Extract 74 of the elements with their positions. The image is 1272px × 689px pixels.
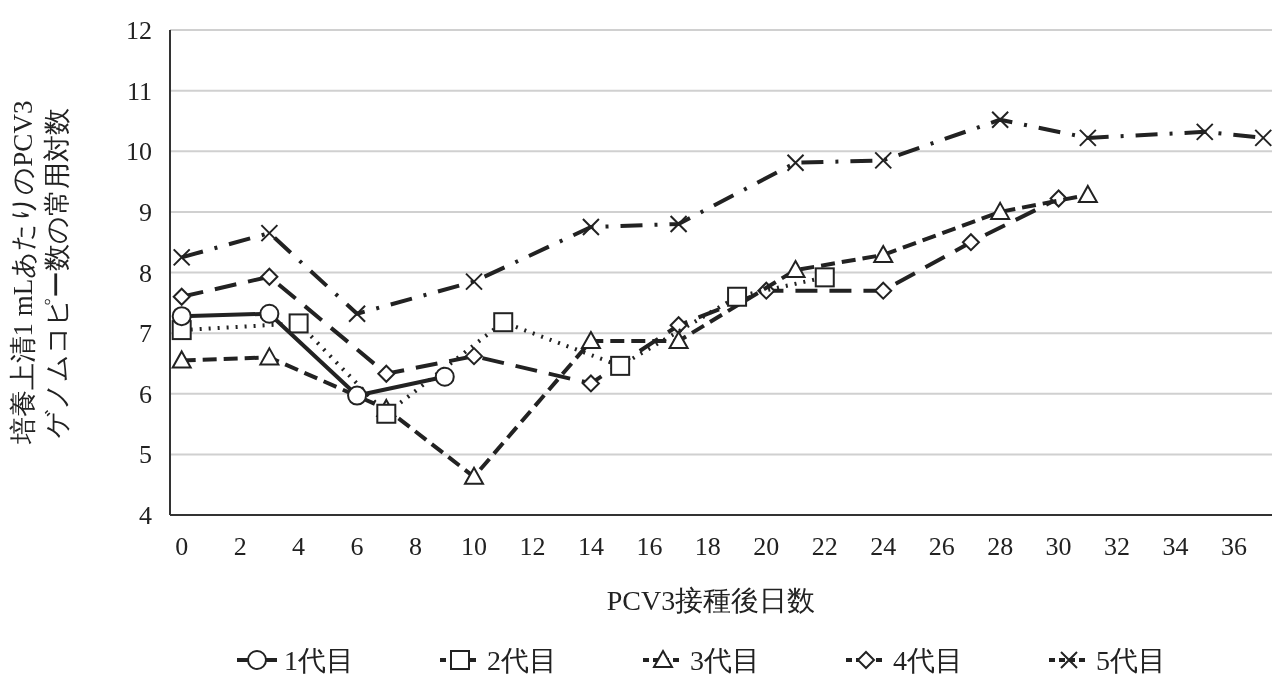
x-tick-label: 36	[1221, 532, 1247, 561]
x-tick-label: 26	[928, 532, 955, 561]
x-tick-label: 32	[1104, 532, 1131, 561]
y-tick-label: 7	[139, 319, 152, 349]
point	[171, 306, 192, 327]
point	[171, 350, 192, 369]
point	[1077, 184, 1098, 203]
point	[259, 303, 280, 324]
point	[727, 286, 748, 307]
point	[785, 260, 806, 279]
point	[464, 466, 484, 485]
legend-label: 3代目	[690, 645, 760, 676]
point	[873, 244, 894, 263]
point	[581, 218, 600, 237]
point	[377, 364, 396, 383]
point	[465, 272, 483, 291]
y-tick-label: 6	[139, 379, 152, 409]
point	[668, 331, 689, 350]
x-tick-label: 18	[694, 532, 721, 561]
y-tick-label: 8	[139, 258, 152, 288]
x-tick-label: 14	[577, 532, 604, 561]
legend-label: 2代目	[487, 645, 557, 676]
point	[669, 316, 688, 335]
point	[1078, 128, 1097, 147]
point	[581, 374, 600, 393]
legend-label: 1代目	[284, 645, 354, 676]
x-tick-label: 10	[461, 532, 487, 561]
point	[348, 304, 367, 323]
x-tick-label: 30	[1045, 532, 1072, 561]
y-tick-label: 11	[126, 76, 152, 106]
y-tick-label: 5	[139, 440, 152, 470]
x-tick-label: 34	[1162, 532, 1189, 561]
point	[493, 312, 514, 333]
point	[434, 366, 455, 387]
x-tick-label: 24	[870, 532, 897, 561]
y-tick-label: 9	[139, 197, 152, 227]
point	[786, 153, 805, 172]
point	[814, 267, 835, 288]
point	[465, 347, 483, 366]
x-tick-label: 8	[409, 532, 423, 561]
x-axis-title: PCV3接種後日数	[606, 585, 816, 616]
point	[260, 267, 279, 286]
y-tick-label: 4	[139, 501, 152, 530]
point	[874, 151, 893, 170]
point	[260, 224, 279, 243]
x-tick-label: 4	[292, 532, 306, 561]
x-tick-label: 22	[811, 532, 838, 561]
point	[347, 385, 368, 406]
point	[961, 233, 980, 252]
legend-label: 5代目	[1096, 645, 1166, 676]
point	[991, 110, 1010, 129]
x-tick-label: 20	[753, 532, 780, 561]
point	[580, 331, 601, 350]
y-axis-title: 培養上清1 mLあたりのPCV3 ゲノムコピー数の常用対数	[8, 100, 72, 446]
point	[172, 287, 191, 306]
x-tick-label: 28	[987, 532, 1014, 561]
x-tick-label: 0	[175, 532, 189, 561]
point	[669, 215, 688, 233]
point	[288, 313, 309, 334]
point	[172, 248, 191, 267]
x-tick-label: 6	[350, 532, 364, 561]
x-tick-label: 12	[519, 532, 546, 561]
y-tick-label: 10	[126, 137, 152, 167]
point	[259, 347, 280, 366]
x-tick-label: 16	[636, 532, 663, 561]
point	[874, 281, 893, 300]
y-tick-label: 12	[126, 16, 152, 45]
point	[610, 355, 631, 376]
x-tick-label: 2	[233, 532, 247, 561]
legend-label: 4代目	[893, 645, 963, 676]
point	[376, 403, 397, 424]
point	[990, 201, 1011, 220]
point	[1254, 128, 1272, 147]
point	[1195, 122, 1214, 141]
